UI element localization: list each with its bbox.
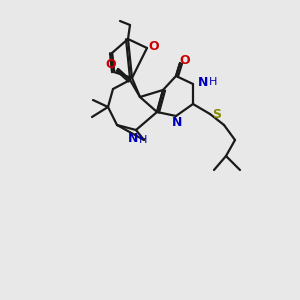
Text: S: S	[212, 107, 221, 121]
Text: N: N	[198, 76, 208, 88]
Text: H: H	[209, 77, 217, 87]
Text: O: O	[149, 40, 159, 52]
Text: H: H	[139, 135, 147, 145]
Text: O: O	[106, 58, 116, 70]
Text: N: N	[172, 116, 182, 130]
Text: N: N	[128, 133, 138, 146]
Text: O: O	[180, 53, 190, 67]
